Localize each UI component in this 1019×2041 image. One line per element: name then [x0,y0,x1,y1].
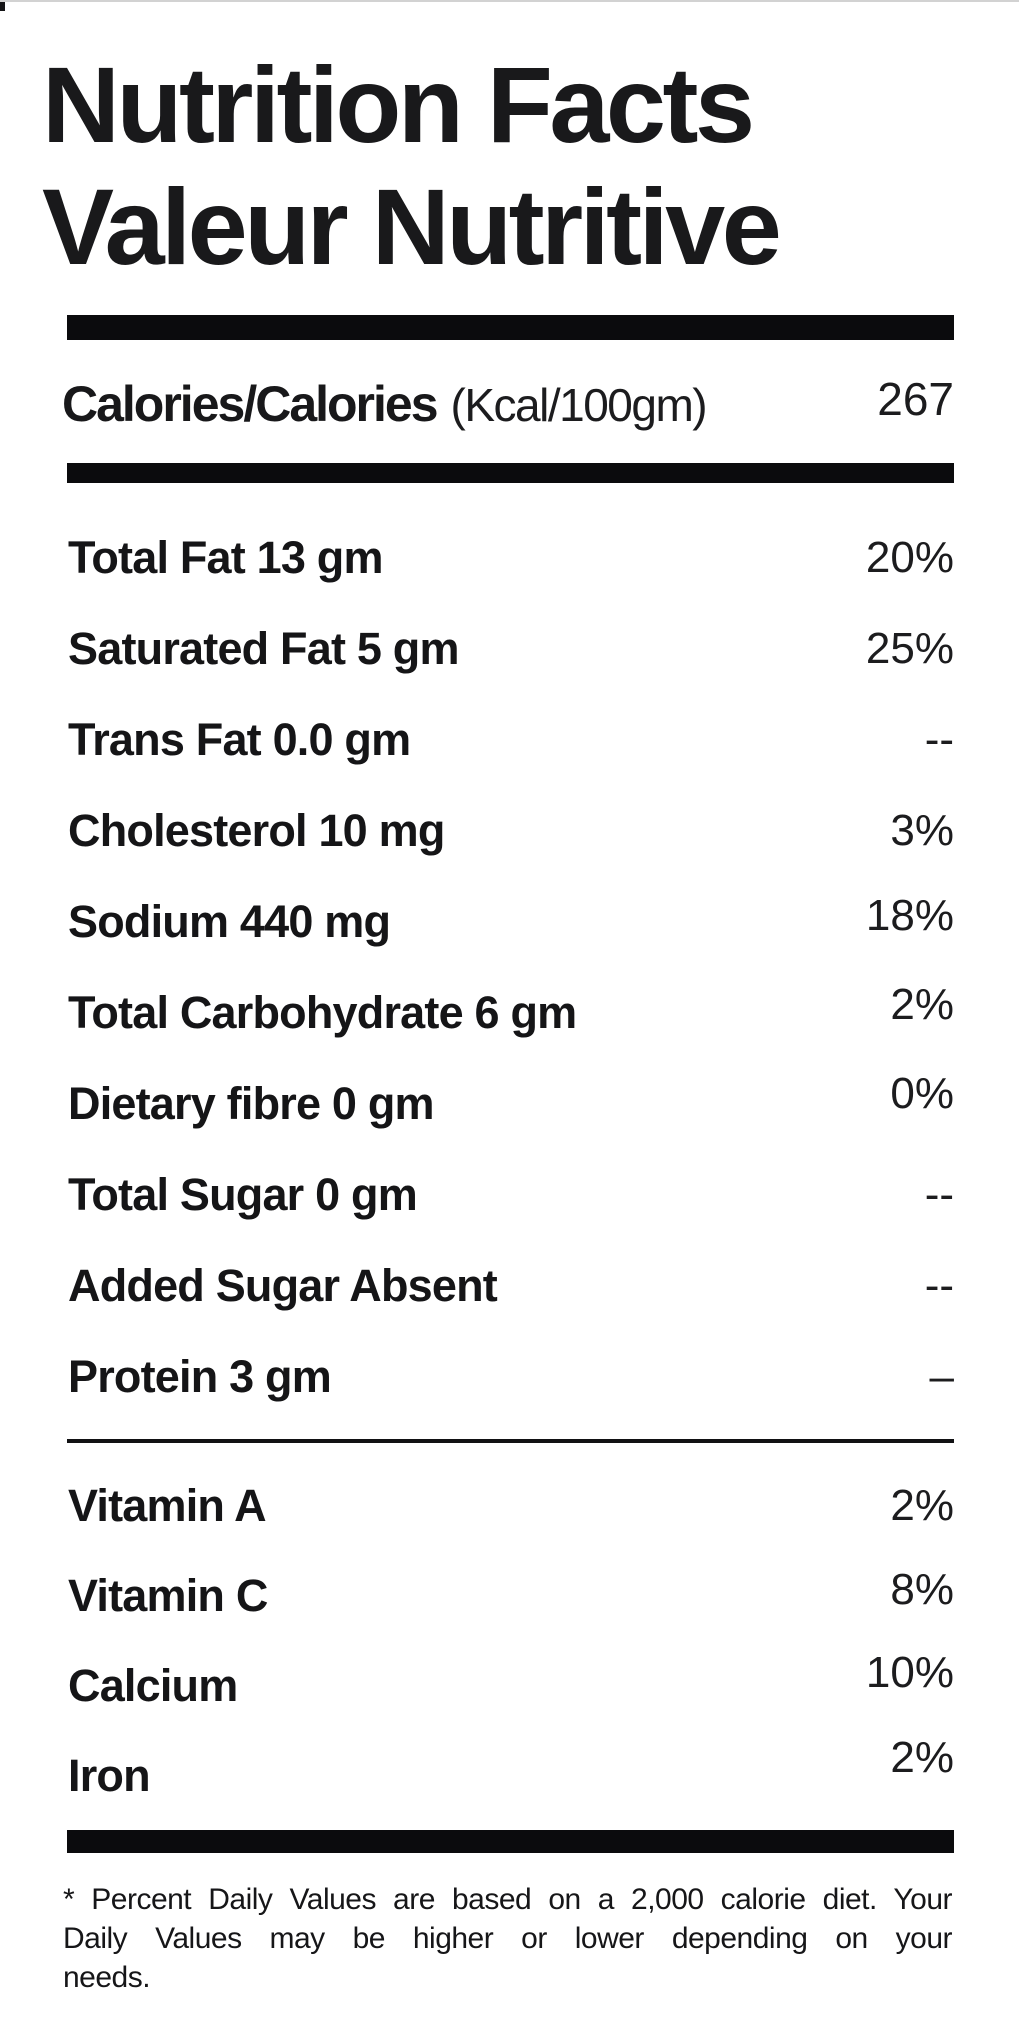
separator-bar-thick-bottom [67,1830,954,1853]
nutrient-name: Saturated Fat 5 gm [68,622,460,674]
nutrient-name: Cholesterol 10 mg [68,804,445,856]
nutrient-name: Total Carbohydrate 6 gm [68,986,577,1038]
nutrient-dv-value: 8% [890,1565,954,1614]
nutrient-name: Total Fat 13 gm [68,531,384,583]
label-title-line2: Valeur Nutritive [42,166,782,287]
nutrient-name: Protein 3 gm [68,1350,332,1402]
nutrient-name: Added Sugar Absent [68,1259,498,1311]
footnote-line: Daily Values may be higher or lower depe… [63,1922,952,1955]
nutrient-row: Vitamin C 8% [68,1551,954,1641]
nutrient-dv-value: – [929,1351,954,1401]
label-title-line1: Nutrition Facts [42,44,755,165]
nutrient-row: Vitamin A 2% [68,1461,954,1551]
nutrient-dv-value: 2% [890,979,954,1029]
nutrient-dv-value: 2% [890,1733,954,1782]
nutrient-name: Sodium 440 mg [68,895,391,947]
nutrient-row: Added Sugar Absent -- [68,1240,954,1331]
nutrient-row: Trans Fat 0.0 gm -- [68,694,954,785]
calories-unit: (Kcal/100gm) [450,379,708,431]
nutrient-row: Saturated Fat 5 gm 25% [68,603,954,694]
nutrient-row: Cholesterol 10 mg 3% [68,785,954,876]
nutrient-row: Sodium 440 mg 18% [68,876,954,967]
nutrient-row: Dietary fibre 0 gm 0% [68,1058,954,1149]
nutrient-dv-value: 0% [890,1068,954,1118]
nutrient-row: Iron 2% [68,1731,954,1821]
nutrient-dv-value: -- [924,1260,954,1310]
nutrient-rows: Total Fat 13 gm 20% Saturated Fat 5 gm 2… [68,512,954,1422]
nutrient-dv-value: 25% [865,623,954,673]
corner-artifact-mark [0,2,5,11]
nutrient-dv-value: 3% [890,805,954,855]
nutrient-name: Trans Fat 0.0 gm [68,713,411,765]
nutrient-dv-value: 2% [890,1481,954,1530]
calories-name: Calories/Calories [62,376,439,432]
calories-value: 267 [877,373,954,425]
calories-row: Calories/Calories (Kcal/100gm) 267 [62,373,954,433]
nutrient-row: Total Carbohydrate 6 gm 2% [68,967,954,1058]
nutrient-dv-value: -- [924,714,954,764]
nutrient-row: Protein 3 gm – [68,1331,954,1422]
nutrient-dv-value: 20% [865,532,954,582]
separator-bar-thick-top [67,315,954,340]
nutrient-name: Calcium [68,1660,238,1711]
footnote-line: needs. [63,1961,151,1994]
nutrient-dv-value: 18% [865,890,954,940]
nutrient-name: Vitamin C [68,1570,268,1621]
nutrient-name: Dietary fibre 0 gm [68,1077,435,1129]
nutrient-name: Vitamin A [68,1480,267,1531]
separator-bar-thick-mid [67,463,954,483]
nutrient-name: Total Sugar 0 gm [68,1168,418,1220]
separator-rule-thin [67,1439,954,1443]
footnote: * Percent Daily Values are based on a 2,… [63,1880,952,1997]
nutrient-dv-value: 10% [865,1648,954,1697]
label-title: Nutrition Facts Valeur Nutritive [42,44,992,288]
nutrient-row: Total Fat 13 gm 20% [68,512,954,603]
nutrient-dv-value: -- [924,1169,954,1219]
nutrient-name: Iron [68,1750,151,1801]
footnote-line: * Percent Daily Values are based on a 2,… [63,1883,952,1916]
top-border-line [0,0,1019,2]
nutrient-row: Total Sugar 0 gm -- [68,1149,954,1240]
nutrient-row: Calcium 10% [68,1641,954,1731]
vitamin-rows: Vitamin A 2% Vitamin C 8% Calcium 10% Ir… [68,1461,954,1821]
